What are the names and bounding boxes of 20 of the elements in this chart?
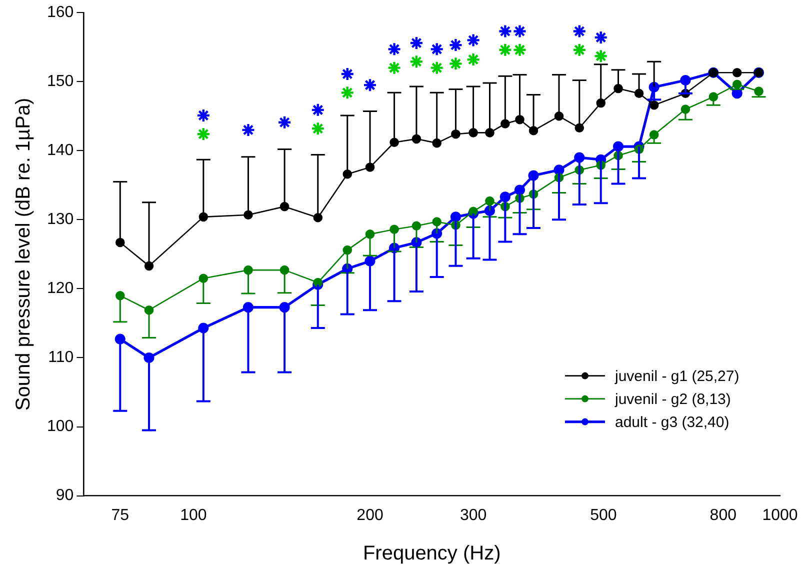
y-tick-label: 110 [48,349,74,366]
legend-label: juvenil - g1 (25,27) [614,368,740,385]
x-tick-label: 75 [111,506,130,524]
y-tick-label: 130 [46,211,74,228]
x-axis-title: Frequency (Hz) [362,542,501,565]
x-tick-label: 500 [590,506,617,524]
y-tick-label: 140 [46,142,74,160]
y-tick-label: 150 [46,73,74,90]
y-tick-label: 120 [46,280,74,298]
x-tick-label: 100 [180,506,207,524]
legend-label: adult - g3 (32,40) [615,414,730,431]
x-tick-label: 200 [356,506,384,524]
x-tick-label: 1000 [762,506,798,524]
y-tick-label: 100 [46,418,74,436]
y-tick-label: 160 [46,4,74,22]
y-tick-label: 90 [56,487,74,504]
x-tick-label: 800 [710,506,737,524]
x-tick-label: 300 [460,506,487,524]
y-axis-title: Sound pressure level (dB re. 1µPa) [12,98,35,411]
legend-label: juvenil - g2 (8,13) [614,390,731,408]
